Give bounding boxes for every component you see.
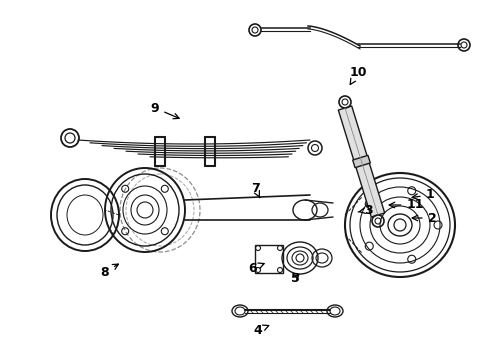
- Text: 10: 10: [349, 66, 367, 85]
- Text: 4: 4: [254, 324, 269, 337]
- Text: 9: 9: [151, 102, 179, 119]
- Text: 1: 1: [412, 189, 434, 202]
- Text: 7: 7: [250, 181, 260, 197]
- Text: 11: 11: [389, 198, 424, 211]
- Polygon shape: [353, 155, 370, 168]
- Text: 3: 3: [358, 203, 372, 216]
- Text: 8: 8: [100, 264, 119, 279]
- Polygon shape: [338, 106, 385, 217]
- Text: 2: 2: [412, 211, 437, 225]
- Text: 5: 5: [291, 271, 299, 284]
- Text: 6: 6: [249, 261, 264, 274]
